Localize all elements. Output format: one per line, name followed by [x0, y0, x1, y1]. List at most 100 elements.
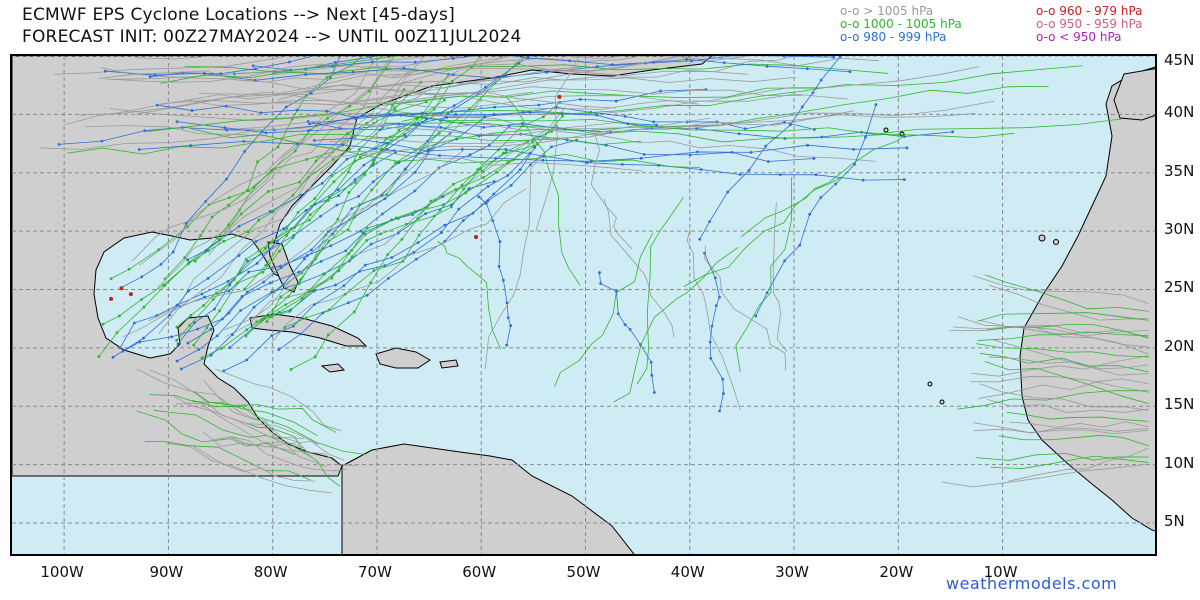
- cyclone-track-point: [798, 243, 802, 247]
- cyclone-track-point: [270, 240, 273, 244]
- cyclone-track: [202, 431, 345, 461]
- cyclone-track-point: [531, 140, 535, 144]
- cyclone-track-point: [343, 292, 347, 296]
- cyclone-track-point: [175, 359, 179, 363]
- cyclone-track-point: [650, 373, 654, 377]
- cyclone-track: [535, 56, 580, 232]
- cyclone-track-point: [353, 56, 356, 58]
- cyclone-track-point: [259, 111, 263, 115]
- cyclone-track-point: [365, 238, 369, 242]
- cyclone-track-point: [528, 111, 532, 114]
- legend-label: o-o < 950 hPa: [1036, 30, 1122, 44]
- cyclone-track-point: [736, 56, 740, 57]
- cyclone-track-point: [595, 113, 599, 117]
- cyclone-track-point: [359, 229, 363, 233]
- cyclone-track-point: [347, 191, 351, 194]
- cyclone-track: [356, 56, 682, 102]
- cyclone-track: [176, 181, 495, 362]
- cyclone-track-point: [277, 348, 281, 352]
- cyclone-track-point: [245, 290, 249, 294]
- cyclone-track-point: [502, 151, 505, 155]
- cyclone-track-point: [353, 180, 357, 184]
- cyclone-track-point: [202, 71, 206, 75]
- cyclone-track-point: [555, 105, 559, 109]
- legend-gt1005: o-o > 1005 hPa: [840, 4, 933, 18]
- cyclone-track-point: [506, 316, 510, 320]
- cyclone-track-point: [137, 148, 141, 151]
- cyclone-track: [160, 56, 404, 84]
- cyclone-track-point: [808, 212, 812, 216]
- cyclone-track-point: [308, 213, 312, 217]
- cyclone-track-point: [206, 276, 210, 280]
- cyclone-track-point: [209, 327, 213, 331]
- cyclone-track-point: [211, 298, 215, 301]
- cyclone-track-point: [352, 310, 356, 314]
- cyclone-track-point: [477, 195, 481, 199]
- cyclone-track: [972, 422, 1149, 434]
- cyclone-track-point: [221, 317, 224, 321]
- cyclone-track-point: [226, 280, 230, 283]
- cyclone-track-point: [271, 210, 275, 214]
- cyclone-track-point: [188, 260, 191, 264]
- cyclone-track: [686, 229, 741, 410]
- cyclone-track-point: [57, 142, 61, 146]
- legend-960-979: o-o 960 - 979 hPa: [1036, 4, 1143, 18]
- credit-link[interactable]: weathermodels.com: [946, 574, 1118, 593]
- cyclone-track: [979, 352, 1149, 373]
- cyclone-track-point: [329, 244, 333, 248]
- cyclone-track-point: [252, 186, 256, 189]
- map-title: ECMWF EPS Cyclone Locations --> Next [45…: [22, 5, 455, 25]
- cyclone-track-point: [902, 178, 906, 181]
- cyclone-track: [988, 356, 1149, 370]
- cyclone-track-point: [494, 156, 498, 160]
- cyclone-track-point: [255, 320, 259, 324]
- cyclone-track-point: [493, 105, 497, 109]
- cyclone-track-point: [642, 152, 646, 156]
- cyclone-track: [273, 56, 526, 293]
- cyclone-track: [184, 95, 700, 110]
- cyclone-track-point: [331, 158, 335, 161]
- cyclone-track-point: [337, 269, 341, 273]
- cyclone-track-point: [336, 217, 340, 221]
- cyclone-track-point: [951, 130, 955, 134]
- cyclone-track-point: [285, 234, 289, 237]
- cyclone-track-point: [163, 284, 167, 287]
- cyclone-track-point: [132, 321, 136, 325]
- cyclone-track-point: [595, 65, 599, 69]
- cyclone-track-point: [326, 198, 330, 202]
- cyclone-track: [79, 56, 684, 116]
- cyclone-track-point: [367, 89, 371, 93]
- cyclone-track: [224, 110, 855, 131]
- cyclone-track-point: [782, 56, 786, 58]
- cyclone-track-point: [255, 261, 259, 265]
- cyclone-track-point: [439, 125, 443, 129]
- cyclone-track-point: [277, 310, 281, 314]
- legend-950-959: o-o 950 - 959 hPa: [1036, 17, 1143, 31]
- cyclone-track-point: [247, 270, 251, 274]
- cyclone-track-point: [506, 173, 510, 177]
- cyclone-track-point: [225, 177, 228, 181]
- cyclone-track-point: [205, 326, 209, 330]
- cyclone-track: [984, 361, 1149, 404]
- lat-tick-label: 15N: [1164, 395, 1195, 414]
- cyclone-track-point: [765, 64, 769, 68]
- cyclone-track: [402, 65, 1083, 122]
- cyclone-track: [187, 116, 486, 344]
- cyclone-track-point: [394, 161, 397, 165]
- cyclone-track-point: [416, 217, 420, 220]
- cyclone-track-point: [452, 104, 456, 107]
- lon-tick-label: 100W: [40, 563, 84, 581]
- cyclone-track-point: [127, 267, 131, 271]
- cyclone-track-point: [526, 56, 530, 60]
- cyclone-track: [176, 138, 387, 328]
- cyclone-track-point: [820, 135, 824, 139]
- cyclone-track-point: [296, 210, 300, 214]
- cyclone-track-point: [685, 58, 688, 61]
- cyclone-track: [229, 436, 348, 472]
- cyclone-track: [135, 56, 513, 115]
- cyclone-track: [59, 89, 707, 145]
- cyclone-track-point: [397, 128, 401, 132]
- cyclone-track-point: [348, 104, 352, 108]
- cyclone-track-point: [424, 212, 427, 216]
- cyclone-track-point: [497, 265, 501, 268]
